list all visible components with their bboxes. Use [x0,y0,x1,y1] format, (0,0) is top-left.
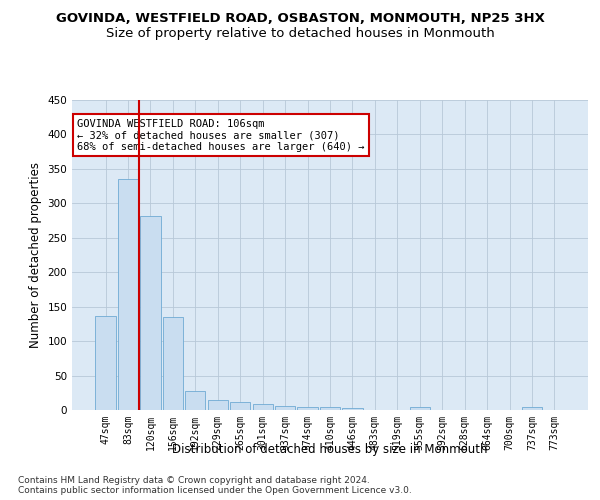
Bar [208,400,228,410]
Text: GOVINDA WESTFIELD ROAD: 106sqm
← 32% of detached houses are smaller (307)
68% of: GOVINDA WESTFIELD ROAD: 106sqm ← 32% of … [77,118,365,152]
Bar [118,178,138,410]
Bar [410,407,430,410]
Bar [230,402,250,410]
Text: Distribution of detached houses by size in Monmouth: Distribution of detached houses by size … [172,442,488,456]
Bar [320,407,340,410]
Bar [253,404,273,410]
Bar [163,317,183,410]
Bar [522,407,542,410]
Bar [95,316,116,410]
Bar [140,216,161,410]
Bar [298,406,317,410]
Bar [185,392,205,410]
Text: Size of property relative to detached houses in Monmouth: Size of property relative to detached ho… [106,28,494,40]
Bar [343,408,362,410]
Text: GOVINDA, WESTFIELD ROAD, OSBASTON, MONMOUTH, NP25 3HX: GOVINDA, WESTFIELD ROAD, OSBASTON, MONMO… [56,12,544,26]
Text: Contains HM Land Registry data © Crown copyright and database right 2024.
Contai: Contains HM Land Registry data © Crown c… [18,476,412,495]
Y-axis label: Number of detached properties: Number of detached properties [29,162,42,348]
Bar [275,406,295,410]
